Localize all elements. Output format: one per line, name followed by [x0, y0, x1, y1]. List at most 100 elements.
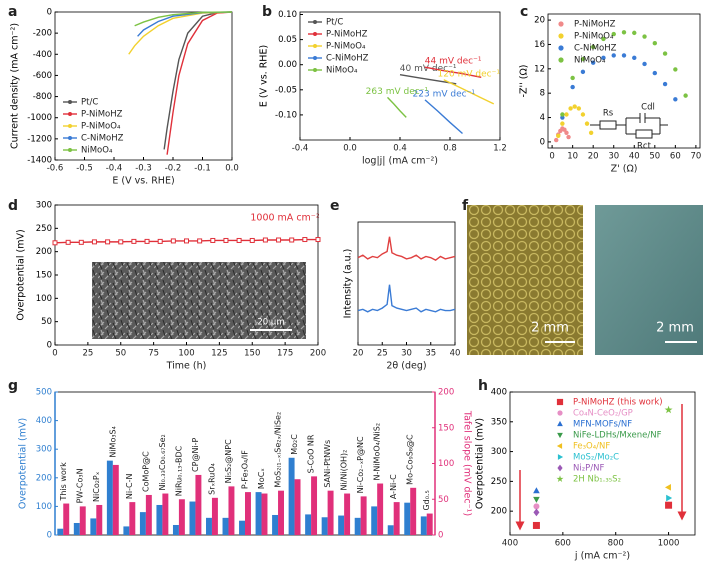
x-tick-label: 20: [588, 152, 599, 162]
data-point: [665, 501, 673, 509]
category-label: SANi-PtNWs: [323, 440, 332, 488]
x-tick-label: -0.5: [76, 164, 93, 174]
data-line: [399, 74, 457, 85]
y-tick-label: -1200: [27, 134, 52, 144]
bar: [90, 518, 97, 535]
bar: [305, 514, 312, 535]
y-tick-label: 400: [36, 416, 52, 426]
data-point: [170, 238, 176, 244]
y2-tick-label: 100: [438, 459, 454, 469]
data-point: [588, 130, 594, 135]
x-tick-label: 0: [52, 349, 57, 359]
category-label: Ni-Co₂₋ₓP@NC: [356, 436, 365, 493]
y-tick-label: -1400: [27, 156, 52, 166]
x-tick-label: 800: [608, 539, 624, 549]
x-tick-label: 600: [555, 539, 571, 549]
y-tick-label: 300: [36, 445, 52, 455]
photo: [595, 205, 703, 355]
plot-frame: [547, 13, 701, 149]
data-point: [65, 239, 71, 245]
bar: [272, 514, 279, 535]
data-point: [236, 237, 242, 243]
y-tick-label: 150: [36, 271, 52, 281]
bar: [278, 490, 284, 535]
slope-label: 223 mV dec⁻¹: [413, 89, 476, 99]
bar: [371, 506, 378, 535]
x-tick-label: 0.0: [225, 164, 239, 174]
legend-marker: [558, 45, 564, 51]
x-tick-label: 0.0: [343, 144, 357, 154]
legend-marker: [556, 443, 563, 449]
y-tick-label: -0.05: [275, 85, 297, 95]
scale-label: 20 μm: [257, 318, 284, 328]
panel-label: f: [462, 198, 469, 214]
legend-marker: [557, 464, 563, 472]
data-point: [105, 239, 111, 245]
data-point: [576, 106, 582, 111]
data-point: [262, 237, 268, 243]
y-tick-label: 0: [47, 8, 52, 18]
data-point: [184, 238, 189, 244]
y2-tick-label: 200: [438, 388, 454, 398]
category-label: NiCo₂Pₓ: [92, 471, 101, 502]
data-point: [662, 51, 668, 56]
data-point: [78, 239, 84, 245]
legend-label: 2H Nb₁.₃₅S₂: [573, 475, 621, 485]
panel-label: b: [262, 4, 272, 20]
legend-marker: [557, 410, 563, 416]
plot-frame: [357, 221, 456, 346]
y-tick-label: 300: [36, 201, 52, 211]
data-point: [315, 237, 321, 243]
bar: [156, 504, 163, 535]
data-point: [570, 84, 575, 90]
panel-label: g: [8, 378, 18, 394]
x-tick-label: 150: [244, 349, 260, 359]
legend-label: P-NiMoO₄: [574, 32, 614, 42]
data-line: [424, 99, 463, 134]
x-tick-label: 100: [178, 349, 194, 359]
data-line: [163, 11, 233, 150]
x-tick-label: 200: [310, 349, 326, 359]
circuit-label: Rct: [637, 142, 652, 152]
x-tick-label: 125: [211, 349, 227, 359]
data-point: [532, 521, 540, 529]
data-point: [223, 237, 229, 243]
bar: [172, 524, 179, 535]
bar: [222, 517, 229, 535]
category-label: MoS₂₍₁₋ₓ₎Se₂ₓ/NiSe₂: [274, 412, 283, 488]
legend-marker: [557, 454, 564, 460]
legend-marker: [313, 56, 317, 60]
x-tick-label: 10: [567, 152, 578, 162]
bar: [255, 492, 262, 535]
data-point: [533, 503, 540, 510]
y-tick-label: 100: [36, 502, 52, 512]
bar: [288, 457, 295, 535]
x-axis-label: Time (h): [166, 361, 207, 372]
legend-marker: [558, 33, 564, 39]
data-point: [554, 137, 559, 143]
scale-label: 2 mm: [656, 321, 694, 336]
category-label: Ni₀.₃₃Co₀.₆₇Se₂: [158, 434, 167, 490]
x-tick-label: 50: [649, 152, 660, 162]
data-line: [128, 11, 233, 55]
x-tick-label: -0.4: [292, 144, 309, 154]
bar: [311, 476, 318, 535]
data-point: [642, 61, 647, 67]
x-axis-label: E (V vs. RHE): [112, 176, 174, 187]
y2-tick-label: 50: [438, 495, 449, 505]
y-axis-label: E (V vs. RHE): [259, 45, 270, 107]
x-tick-label: -0.2: [165, 164, 182, 174]
bar: [404, 502, 411, 535]
x-axis-label: j (mA cm⁻²): [574, 551, 630, 562]
x-tick-label: 70: [690, 152, 701, 162]
x-tick-label: 25: [82, 349, 93, 359]
legend-label: Pt/C: [326, 18, 343, 28]
x-tick-label: 400: [502, 539, 518, 549]
legend-marker: [68, 148, 72, 152]
bar: [354, 517, 361, 535]
bar: [387, 525, 394, 535]
y-tick-label: 0.00: [278, 60, 297, 70]
data-point: [652, 41, 658, 46]
data-point: [572, 104, 577, 109]
category-label: SrₓRuO₄: [207, 463, 216, 495]
